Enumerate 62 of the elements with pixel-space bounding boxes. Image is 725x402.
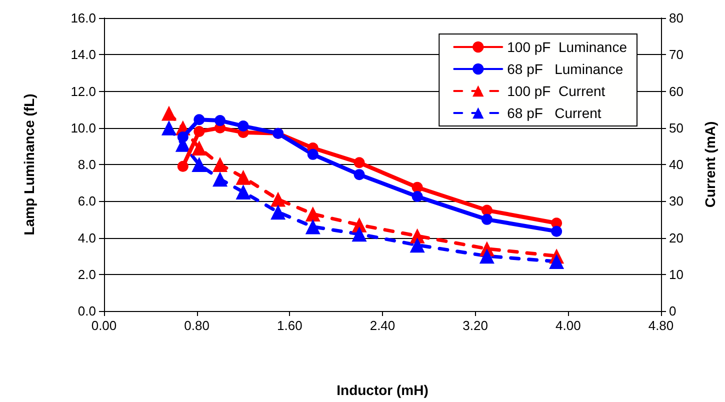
point [412, 191, 423, 202]
legend-label: 68 pF Luminance [507, 61, 624, 77]
y-tick-label: 2.0 [78, 266, 96, 282]
point [238, 120, 249, 132]
point [161, 106, 176, 121]
point [194, 114, 205, 126]
y-tick-label: 10.0 [70, 120, 96, 136]
point [236, 184, 251, 200]
y2-axis-title: Current (mA) [702, 121, 718, 208]
y2-tick-label: 40 [669, 157, 684, 172]
point [352, 226, 367, 242]
y-tick-label: 12.0 [70, 84, 96, 99]
x-tick-label: 4.00 [556, 318, 581, 333]
point [214, 115, 226, 126]
x-tick-label: 1.60 [277, 318, 302, 333]
point [412, 182, 423, 193]
y-tick-label: 14.0 [70, 47, 96, 62]
point [270, 192, 286, 207]
y-tick-label: 0.0 [78, 304, 96, 318]
point [161, 120, 176, 136]
point [177, 160, 188, 172]
y2-tick-label: 70 [669, 47, 684, 62]
point [354, 169, 365, 180]
point [192, 140, 207, 156]
y2-tick-label: 10 [669, 266, 684, 282]
point [354, 157, 365, 168]
point [481, 204, 492, 216]
y2-tick-label: 0 [669, 304, 676, 318]
y2-tick-label: 50 [669, 120, 684, 136]
legend-label: 100 pF Luminance [507, 39, 628, 55]
y2-tick-label: 80 [669, 10, 684, 26]
y2-tick-label: 20 [669, 230, 684, 246]
legend-label: 100 pF Current [507, 83, 606, 99]
point [307, 148, 318, 160]
point [212, 172, 228, 187]
point [479, 248, 494, 264]
y2-tick-label: 30 [669, 194, 684, 209]
x-tick-label: 0.80 [184, 318, 210, 333]
point [410, 238, 425, 253]
x-tick-label: 3.20 [462, 318, 488, 333]
point [549, 254, 564, 270]
x-tick-label: 0.00 [91, 318, 117, 333]
point [192, 157, 207, 172]
point [177, 132, 188, 143]
x-tick-label: 4.80 [648, 318, 674, 333]
y-tick-label: 6.0 [78, 194, 96, 209]
y-tick-label: 16.0 [70, 10, 96, 26]
x-tick-label: 2.40 [370, 318, 396, 333]
point [194, 126, 205, 138]
y-tick-label: 4.0 [78, 230, 96, 246]
point [551, 226, 562, 237]
point [236, 170, 251, 185]
y-axis-title: Lamp Luminance (fL) [21, 94, 37, 236]
x-axis-title: Inductor (mH) [336, 382, 428, 398]
point [305, 219, 320, 234]
legend-label: 68 pF Current [507, 105, 602, 121]
point [481, 214, 492, 225]
point [270, 204, 286, 220]
y2-tick-label: 60 [669, 84, 684, 99]
y-tick-label: 8.0 [78, 157, 96, 172]
point [305, 206, 320, 222]
point [212, 157, 228, 172]
